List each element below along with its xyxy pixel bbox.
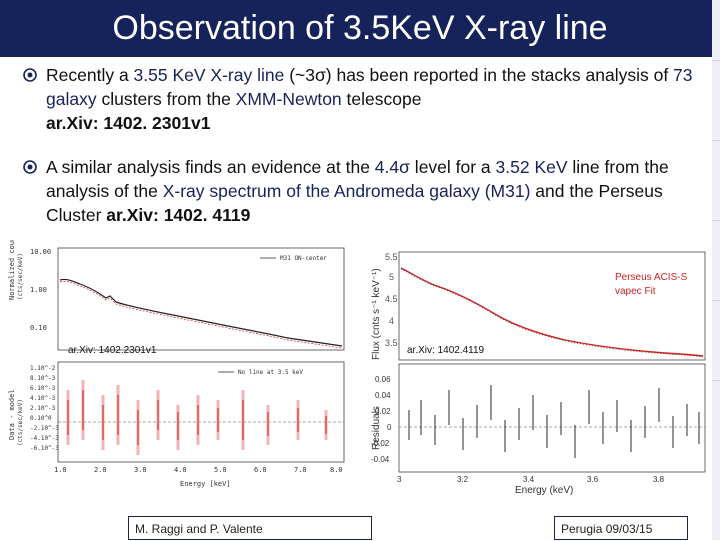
svg-text:0.10^0: 0.10^0 — [30, 415, 52, 422]
svg-text:3.4: 3.4 — [523, 475, 535, 484]
bullet-1: Recently a 3.55 KeV X-ray line (~3σ) has… — [22, 63, 702, 135]
top-legend: M31 ON-center — [280, 255, 327, 262]
svg-text:-2.10^-3: -2.10^-3 — [30, 425, 59, 432]
svg-text:0: 0 — [387, 423, 392, 432]
svg-text:7.0: 7.0 — [294, 466, 307, 474]
bottom-panel-frame — [398, 363, 706, 473]
svg-text:4: 4 — [389, 316, 394, 326]
svg-text:3.8: 3.8 — [653, 475, 665, 484]
svg-text:3: 3 — [397, 475, 402, 484]
perseus-spectrum-figure: Flux (cnts s⁻¹ keV⁻¹) 5.5 5 4.5 4 3.5 Pe… — [365, 240, 712, 495]
bullet-2: A similar analysis finds an evidence at … — [22, 155, 702, 227]
svg-text:1.0: 1.0 — [54, 466, 67, 474]
svg-text:-0.04: -0.04 — [371, 455, 390, 464]
bullet-circle-icon — [23, 160, 37, 174]
svg-text:4.5: 4.5 — [385, 294, 398, 304]
title-bar: Observation of 3.5KeV X-ray line — [0, 0, 720, 57]
svg-text:5: 5 — [389, 272, 394, 282]
residual-error-bars — [408, 385, 700, 458]
legend-line-1: Perseus ACIS-S — [615, 272, 688, 283]
svg-text:3.2: 3.2 — [457, 475, 469, 484]
svg-text:3.6: 3.6 — [587, 475, 599, 484]
bottom-legend: No line at 3.5 keV — [238, 369, 303, 376]
top-ytick: 0.10 — [30, 324, 47, 332]
svg-text:2.10^-3: 2.10^-3 — [30, 405, 56, 412]
bottom-ylabel: Data - model — [8, 389, 16, 440]
svg-text:8.0: 8.0 — [330, 466, 343, 474]
svg-text:-4.10^-3: -4.10^-3 — [30, 435, 59, 442]
bullet-1-text: Recently a 3.55 KeV X-ray line (~3σ) has… — [46, 65, 693, 133]
spectrum-curve — [59, 278, 343, 347]
svg-text:5.0: 5.0 — [214, 466, 227, 474]
svg-text:0.04: 0.04 — [375, 391, 391, 400]
svg-text:3.5: 3.5 — [385, 338, 398, 348]
svg-text:-0.02: -0.02 — [371, 439, 390, 448]
bottom-yunits: (cts/sec/keV) — [17, 399, 24, 446]
svg-text:-6.10^-3: -6.10^-3 — [30, 445, 59, 452]
flux-curve — [400, 267, 704, 357]
x-ticks: 3 3.2 3.4 3.6 3.8 — [397, 475, 665, 484]
footer-authors: M. Raggi and P. Valente — [128, 516, 372, 540]
footer-date-location: Perugia 09/03/15 — [554, 516, 688, 540]
bullet-circle-icon — [23, 68, 37, 82]
legend-line-2: vapec Fit — [615, 286, 656, 297]
svg-text:6.10^-3: 6.10^-3 — [30, 385, 56, 392]
top-ytick: 1.00 — [30, 286, 47, 294]
svg-text:1.10^-2: 1.10^-2 — [30, 365, 56, 372]
top-yunits: (cts/sec/keV) — [17, 253, 24, 300]
svg-text:4.0: 4.0 — [174, 466, 187, 474]
top-yticks: 5.5 5 4.5 4 3.5 — [385, 252, 398, 348]
top-ytick: 10.00 — [30, 248, 51, 256]
bullet-2-text: A similar analysis finds an evidence at … — [46, 157, 669, 225]
model-curve — [59, 281, 343, 349]
x-label: Energy (keV) — [515, 485, 573, 495]
bottom-yticks: 0.06 0.04 0.02 0 -0.02 -0.04 — [371, 375, 392, 464]
svg-text:2.0: 2.0 — [94, 466, 107, 474]
bottom-ylabel: Residuals — [371, 406, 382, 450]
right-edge-decoration — [712, 0, 720, 540]
svg-text:3.0: 3.0 — [134, 466, 147, 474]
x-ticks: 1.0 2.0 3.0 4.0 5.0 6.0 7.0 8.0 — [54, 466, 343, 474]
x-label: Energy [keV] — [180, 480, 231, 488]
top-panel-frame — [57, 247, 345, 351]
bullet-1-reference: ar.Xiv: 1402. 2301v1 — [46, 113, 211, 133]
bullet-2-reference: ar.Xiv: 1402. 4119 — [106, 205, 251, 225]
svg-text:0.02: 0.02 — [375, 407, 391, 416]
top-ylabel: Normalized count rate — [8, 240, 16, 300]
slide-title: Observation of 3.5KeV X-ray line — [112, 9, 608, 47]
bottom-yticks: 1.10^-2 8.10^-3 6.10^-3 4.10^-3 2.10^-3 … — [30, 365, 59, 452]
right-plot-caption: ar.Xiv: 1402.4119 — [407, 345, 485, 356]
svg-text:6.0: 6.0 — [254, 466, 267, 474]
top-panel-frame — [398, 251, 706, 361]
bottom-panel-frame — [57, 361, 345, 463]
svg-text:8.10^-3: 8.10^-3 — [30, 375, 56, 382]
m31-spectrum-figure: Normalized count rate (cts/sec/keV) 10.0… — [8, 240, 350, 492]
left-plot-caption: ar.Xiv: 1402.2301v1 — [68, 345, 157, 356]
svg-text:5.5: 5.5 — [385, 252, 398, 262]
legend-box — [611, 268, 695, 296]
svg-text:4.10^-3: 4.10^-3 — [30, 395, 56, 402]
top-ylabel: Flux (cnts s⁻¹ keV⁻¹) — [371, 268, 382, 360]
svg-text:0.06: 0.06 — [375, 375, 391, 384]
